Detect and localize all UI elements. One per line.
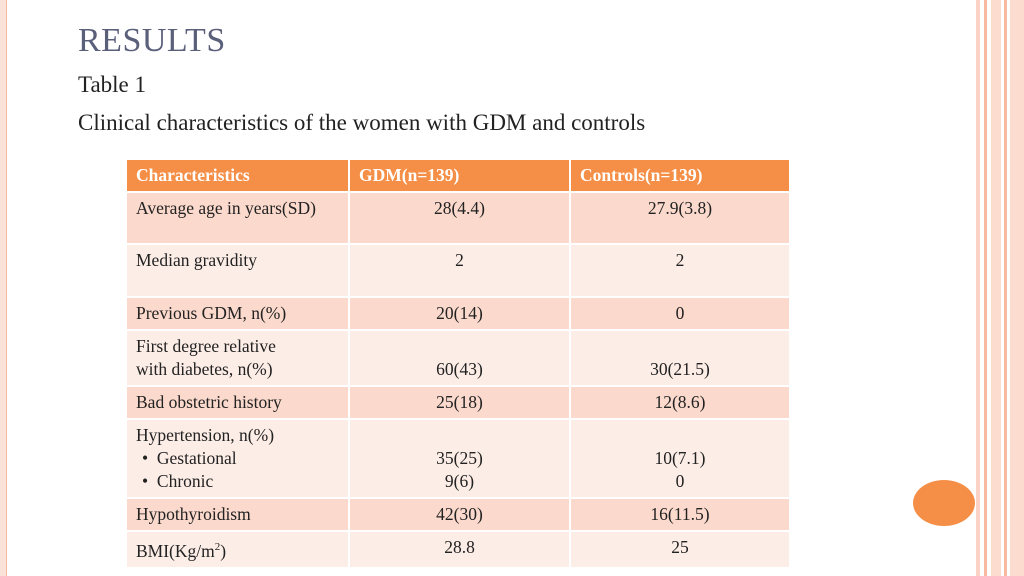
header-gdm: GDM(n=139) [349, 160, 571, 193]
right-decorative-stripes [976, 0, 1024, 576]
characteristics-table: Characteristics GDM(n=139) Controls(n=13… [127, 160, 791, 569]
gdm-value: 42(30) [349, 498, 571, 532]
gdm-value: 35(25) 9(6) [349, 419, 571, 499]
controls-value: 2 [570, 244, 791, 298]
table-caption: Clinical characteristics of the women wi… [78, 110, 646, 135]
controls-value: 12(8.6) [570, 386, 791, 420]
left-border [0, 0, 7, 576]
table-row: BMI(Kg/m2) 28.8 25 [127, 531, 791, 569]
row-label: BMI(Kg/m2) [127, 531, 350, 569]
bullet-text: Chronic [156, 471, 214, 491]
gdm-value: 2 [349, 244, 571, 298]
table-row: Hypertension, n(%) • Gestational • Chron… [127, 419, 791, 499]
bmi-label-end: ) [220, 540, 227, 561]
header-characteristics: Characteristics [127, 160, 350, 193]
gdm-value-line: 9(6) [444, 471, 475, 491]
row-label-line: with diabetes, n(%) [136, 359, 273, 379]
controls-value-line: 0 [675, 471, 685, 491]
header-controls: Controls(n=139) [570, 160, 791, 193]
row-label-line: Hypertension, n(%) [136, 425, 275, 445]
slide-title: RESULTS [78, 22, 226, 59]
row-label: Previous GDM, n(%) [127, 297, 350, 331]
table-row: Previous GDM, n(%) 20(14) 0 [127, 297, 791, 331]
bullet-text: Gestational [156, 448, 237, 468]
controls-value: 30(21.5) [570, 330, 791, 387]
gdm-value: 28.8 [349, 531, 571, 569]
gdm-value: 60(43) [349, 330, 571, 387]
controls-value-line: 10(7.1) [654, 448, 706, 468]
table-row: First degree relative with diabetes, n(%… [127, 330, 791, 387]
bmi-label: BMI(Kg/m [136, 540, 215, 561]
decorative-circle [913, 480, 975, 526]
row-label-line: First degree relative [136, 336, 276, 356]
gdm-value: 25(18) [349, 386, 571, 420]
row-label: First degree relative with diabetes, n(%… [127, 330, 350, 387]
gdm-value: 20(14) [349, 297, 571, 331]
bullet-item: • Gestational [142, 448, 237, 468]
table-row: Average age in years(SD) 28(4.4) 27.9(3.… [127, 192, 791, 245]
table-row: Hypothyroidism 42(30) 16(11.5) [127, 498, 791, 532]
table-header-row: Characteristics GDM(n=139) Controls(n=13… [127, 160, 791, 193]
row-label: Median gravidity [127, 244, 350, 298]
row-label: Average age in years(SD) [127, 192, 350, 245]
row-label: Hypertension, n(%) • Gestational • Chron… [127, 419, 350, 499]
bmi-superscript: 2 [214, 541, 221, 553]
controls-value: 0 [570, 297, 791, 331]
row-label: Hypothyroidism [127, 498, 350, 532]
table-row: Bad obstetric history 25(18) 12(8.6) [127, 386, 791, 420]
gdm-value: 28(4.4) [349, 192, 571, 245]
controls-value: 27.9(3.8) [570, 192, 791, 245]
bullet-item: • Chronic [142, 471, 214, 491]
table-number: Table 1 [78, 72, 147, 97]
row-label: Bad obstetric history [127, 386, 350, 420]
controls-value: 10(7.1) 0 [570, 419, 791, 499]
controls-value: 16(11.5) [570, 498, 791, 532]
gdm-value-line: 35(25) [436, 448, 483, 468]
controls-value: 25 [570, 531, 791, 569]
table-row: Median gravidity 2 2 [127, 244, 791, 298]
